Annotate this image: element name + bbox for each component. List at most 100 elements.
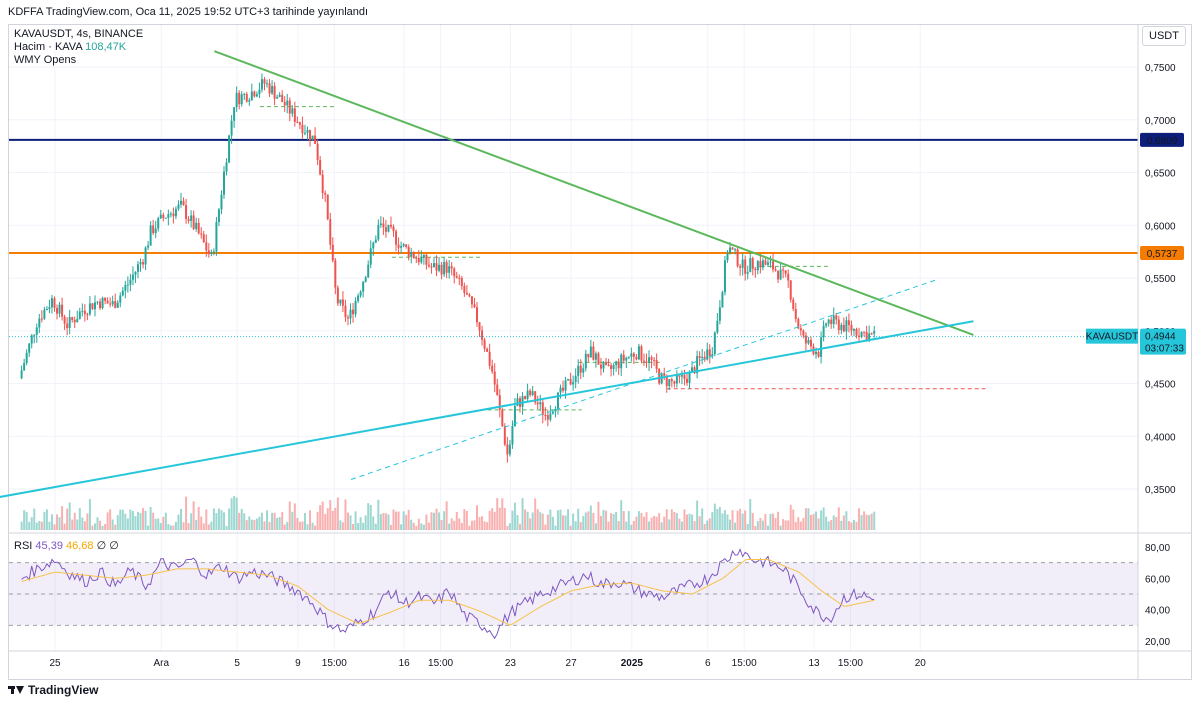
volume-bar — [549, 509, 552, 530]
volume-bar — [109, 509, 112, 530]
candle-body — [792, 299, 795, 309]
indicator-line[interactable]: WMY Opens — [14, 54, 77, 66]
candle-body — [592, 346, 595, 360]
volume-bar — [119, 509, 122, 530]
candle-body — [81, 310, 84, 312]
candle-body — [119, 295, 122, 303]
volume-bar — [483, 521, 486, 530]
candle-body — [76, 318, 79, 323]
candle-body — [617, 361, 620, 369]
volume-bar — [822, 507, 825, 530]
volume-bar — [625, 521, 628, 530]
time-tick-label: 23 — [505, 658, 517, 669]
candle-body — [258, 89, 261, 95]
candle-body — [43, 309, 46, 319]
candle-body — [551, 411, 554, 414]
volume-bar — [754, 525, 757, 530]
candle-body — [539, 402, 542, 405]
candle-body — [174, 208, 177, 217]
candle-body — [144, 247, 147, 265]
candle-body — [309, 129, 312, 141]
candle-body — [197, 222, 200, 234]
candle-body — [253, 91, 256, 97]
volume-bar — [427, 522, 430, 530]
candle-body — [104, 297, 107, 301]
symbol-line[interactable]: KAVAUSDT, 4s, BINANCE — [14, 28, 144, 40]
volume-bar — [713, 503, 716, 530]
candle-body — [78, 311, 81, 319]
volume-bar — [212, 508, 215, 530]
candle-body — [354, 300, 357, 315]
volume-bar — [240, 508, 243, 530]
candle-body — [642, 360, 645, 362]
volume-bar — [185, 496, 188, 530]
volume-bar — [164, 512, 167, 530]
currency-button[interactable]: USDT — [1142, 26, 1186, 46]
candle-body — [263, 79, 266, 84]
candle-body — [648, 357, 651, 363]
candle-body — [483, 339, 486, 349]
price-tick-label: 0,7000 — [1145, 116, 1176, 127]
tradingview-footer[interactable]: TradingView — [8, 682, 98, 698]
volume-bar — [726, 514, 729, 530]
candle-body — [774, 269, 777, 271]
volume-bar — [76, 519, 79, 530]
candle-body — [761, 260, 764, 268]
volume-bar — [468, 525, 471, 530]
volume-bar — [377, 499, 380, 530]
candle-body — [673, 381, 676, 384]
volume-bar — [314, 525, 317, 530]
candle-body — [147, 245, 150, 248]
candle-body — [632, 353, 635, 357]
volume-bar — [807, 508, 810, 530]
candle-body — [516, 398, 519, 406]
volume-bar — [276, 517, 279, 530]
rsi-extra-1: ∅ — [96, 540, 107, 552]
volume-bar — [443, 511, 446, 530]
volume-bar — [501, 498, 504, 530]
candle-body — [192, 215, 195, 229]
volume-line[interactable]: Hacim · KAVA 108,47K — [14, 41, 143, 54]
candle-body — [503, 426, 506, 445]
price-tick-label: 0,3500 — [1145, 485, 1176, 496]
volume-bar — [121, 509, 124, 530]
volume-bar — [177, 514, 180, 530]
trendlines — [0, 50, 974, 498]
candle-body — [536, 402, 539, 405]
volume-bar — [167, 524, 170, 530]
chart-legend: KAVAUSDT, 4s, BINANCE Hacim · KAVA 108,4… — [14, 28, 143, 67]
candle-body — [784, 270, 787, 274]
candle-body — [622, 354, 625, 361]
volume-bar — [612, 514, 615, 530]
candle-body — [605, 361, 608, 366]
candle-body — [830, 319, 833, 325]
volume-bar — [142, 508, 145, 530]
candle-body — [28, 343, 31, 353]
candle-body — [66, 323, 69, 328]
volume-bar — [804, 508, 807, 530]
chart-frame — [8, 24, 1192, 680]
candle-body — [291, 108, 294, 114]
candle-body — [572, 382, 575, 385]
candle-body — [718, 307, 721, 321]
rsi-tick-label: 20,00 — [1145, 637, 1170, 648]
candle-body — [491, 365, 494, 372]
candle-body — [706, 349, 709, 360]
volume-bar — [716, 508, 719, 530]
rsi-legend[interactable]: RSI 45,39 46,68 ∅ ∅ — [14, 539, 119, 552]
volume-bar — [346, 512, 349, 530]
volume-bar — [491, 508, 494, 530]
candle-body — [782, 269, 785, 271]
candles — [20, 73, 876, 463]
volume-bar — [61, 506, 64, 530]
time-tick-label: 13 — [808, 658, 820, 669]
candle-body — [359, 291, 362, 296]
volume-bar — [835, 517, 838, 530]
volume-bar — [106, 512, 109, 530]
volume-bar — [266, 510, 269, 530]
volume-bar — [154, 518, 157, 530]
volume-bar — [195, 519, 198, 530]
candle-body — [136, 264, 139, 272]
tradingview-logo-icon — [8, 685, 24, 695]
